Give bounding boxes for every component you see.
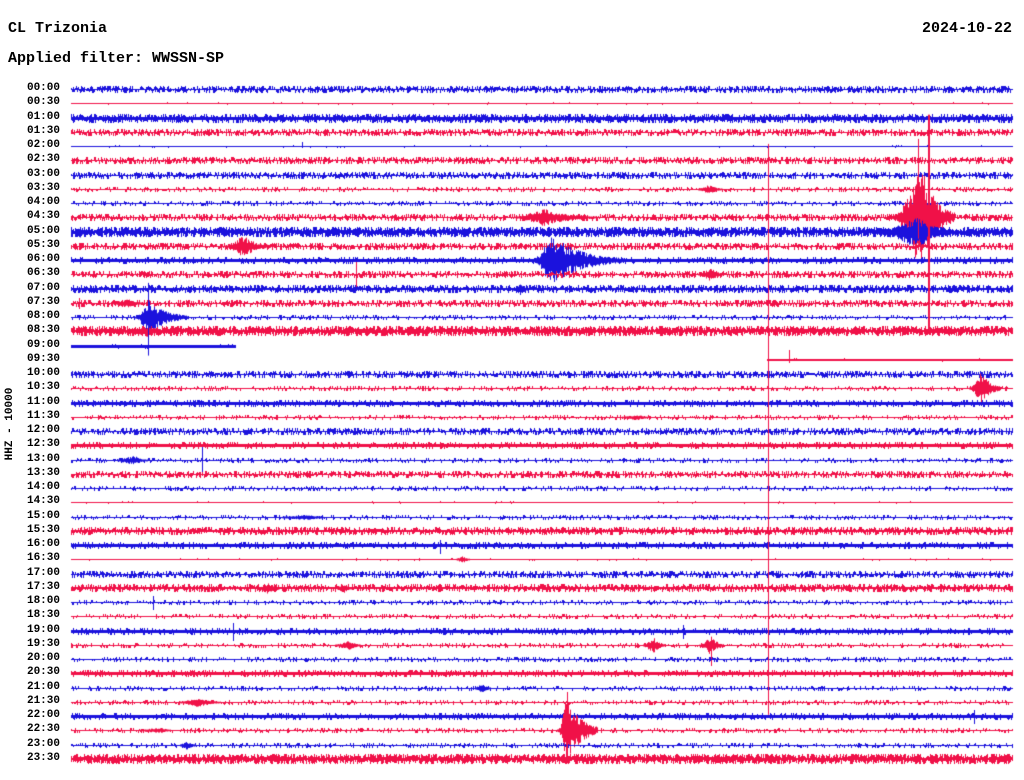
time-label-22-00: 22:00: [26, 709, 60, 721]
time-label-07-00: 07:00: [26, 282, 60, 294]
time-label-10-00: 10:00: [26, 367, 60, 379]
time-label-04-30: 04:30: [26, 210, 60, 222]
time-label-18-00: 18:00: [26, 595, 60, 607]
time-label-03-00: 03:00: [26, 168, 60, 180]
time-label-06-30: 06:30: [26, 267, 60, 279]
time-label-17-00: 17:00: [26, 567, 60, 579]
time-label-01-00: 01:00: [26, 111, 60, 123]
time-label-04-00: 04:00: [26, 196, 60, 208]
time-label-15-00: 15:00: [26, 510, 60, 522]
time-label-05-30: 05:30: [26, 239, 60, 251]
time-label-01-30: 01:30: [26, 125, 60, 137]
time-label-16-00: 16:00: [26, 538, 60, 550]
time-label-11-30: 11:30: [26, 410, 60, 422]
time-label-11-00: 11:00: [26, 396, 60, 408]
time-label-18-30: 18:30: [26, 609, 60, 621]
time-label-22-30: 22:30: [26, 723, 60, 735]
time-label-08-30: 08:30: [26, 324, 60, 336]
time-label-21-30: 21:30: [26, 695, 60, 707]
time-label-09-00: 09:00: [26, 339, 60, 351]
time-label-19-30: 19:30: [26, 638, 60, 650]
time-label-09-30: 09:30: [26, 353, 60, 365]
time-label-14-00: 14:00: [26, 481, 60, 493]
time-label-08-00: 08:00: [26, 310, 60, 322]
time-label-20-00: 20:00: [26, 652, 60, 664]
time-label-00-30: 00:30: [26, 96, 60, 108]
time-label-05-00: 05:00: [26, 225, 60, 237]
time-label-12-00: 12:00: [26, 424, 60, 436]
date-label: 2024-10-22: [921, 20, 1012, 37]
time-label-07-30: 07:30: [26, 296, 60, 308]
time-label-17-30: 17:30: [26, 581, 60, 593]
time-label-21-00: 21:00: [26, 681, 60, 693]
station-title: CL Trizonia: [8, 20, 108, 37]
applied-filter-label: Applied filter: WWSSN-SP: [8, 50, 225, 67]
time-label-23-30: 23:30: [26, 752, 60, 764]
time-label-13-30: 13:30: [26, 467, 60, 479]
time-label-14-30: 14:30: [26, 495, 60, 507]
time-label-15-30: 15:30: [26, 524, 60, 536]
time-label-03-30: 03:30: [26, 182, 60, 194]
time-label-13-00: 13:00: [26, 453, 60, 465]
time-label-06-00: 06:00: [26, 253, 60, 265]
time-label-19-00: 19:00: [26, 624, 60, 636]
time-label-16-30: 16:30: [26, 552, 60, 564]
time-label-20-30: 20:30: [26, 666, 60, 678]
time-label-10-30: 10:30: [26, 381, 60, 393]
time-label-02-30: 02:30: [26, 153, 60, 165]
time-label-00-00: 00:00: [26, 82, 60, 94]
time-label-23-00: 23:00: [26, 738, 60, 750]
time-label-02-00: 02:00: [26, 139, 60, 151]
time-label-12-30: 12:30: [26, 438, 60, 450]
